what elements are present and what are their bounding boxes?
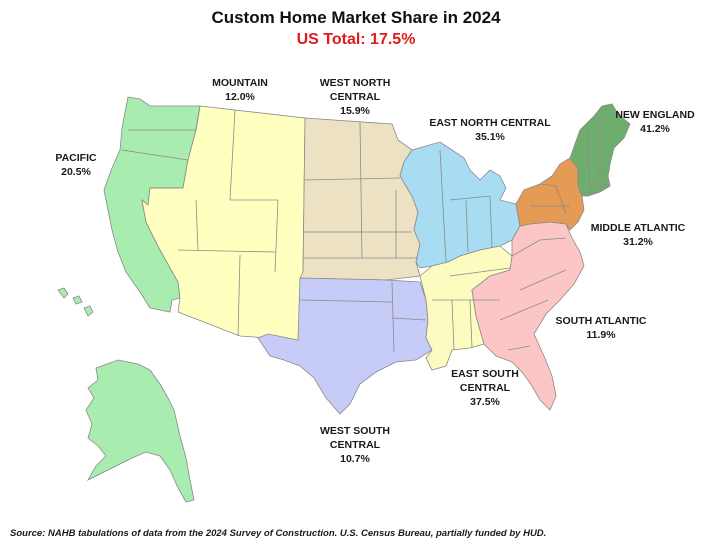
label-middle-atlantic: MIDDLE ATLANTIC 31.2% <box>578 221 698 249</box>
label-wnc-value: 15.9% <box>340 105 370 117</box>
label-mountain-value: 12.0% <box>225 91 255 103</box>
label-west-north-central: WEST NORTH CENTRAL 15.9% <box>300 76 410 118</box>
label-esc-value: 37.5% <box>470 396 500 408</box>
label-sa-value: 11.9% <box>586 329 616 341</box>
label-ma-value: 31.2% <box>623 236 653 248</box>
source-note: Source: NAHB tabulations of data from th… <box>10 528 547 539</box>
label-enc-name: EAST NORTH CENTRAL <box>429 117 551 129</box>
label-esc-line2: CENTRAL <box>459 382 511 394</box>
state-borders <box>121 105 610 353</box>
label-ne-name: NEW ENGLAND <box>615 109 695 121</box>
us-total-subtitle: US Total: 17.5% <box>296 31 416 48</box>
label-mountain-name: MOUNTAIN <box>212 77 268 89</box>
label-wsc-line1: WEST SOUTH <box>320 425 390 437</box>
label-ne-value: 41.2% <box>640 123 670 135</box>
label-pacific-value: 20.5% <box>61 166 91 178</box>
region-middle-atlantic <box>515 157 585 231</box>
label-pacific: PACIFIC 20.5% <box>46 151 106 179</box>
label-wnc-line1: WEST NORTH <box>319 77 391 89</box>
region-pacific-hawaii <box>57 287 94 317</box>
label-south-atlantic: SOUTH ATLANTIC 11.9% <box>546 314 656 342</box>
label-east-north-central: EAST NORTH CENTRAL 35.1% <box>420 116 560 144</box>
region-south-atlantic <box>471 221 585 411</box>
label-wsc-line2: CENTRAL <box>329 439 381 451</box>
label-west-south-central: WEST SOUTH CENTRAL 10.7% <box>310 424 400 466</box>
label-east-south-central: EAST SOUTH CENTRAL 37.5% <box>440 367 530 409</box>
label-mountain: MOUNTAIN 12.0% <box>200 76 280 104</box>
label-wnc-line2: CENTRAL <box>329 91 381 103</box>
chart-title: Custom Home Market Share in 2024 <box>211 8 501 27</box>
label-new-england: NEW ENGLAND 41.2% <box>610 108 700 136</box>
label-enc-value: 35.1% <box>475 131 505 143</box>
label-esc-line1: EAST SOUTH <box>451 368 519 380</box>
region-pacific-alaska <box>85 359 195 503</box>
label-sa-name: SOUTH ATLANTIC <box>555 315 647 327</box>
label-wsc-value: 10.7% <box>340 453 370 465</box>
label-pacific-name: PACIFIC <box>55 152 97 164</box>
label-ma-name: MIDDLE ATLANTIC <box>590 222 686 234</box>
